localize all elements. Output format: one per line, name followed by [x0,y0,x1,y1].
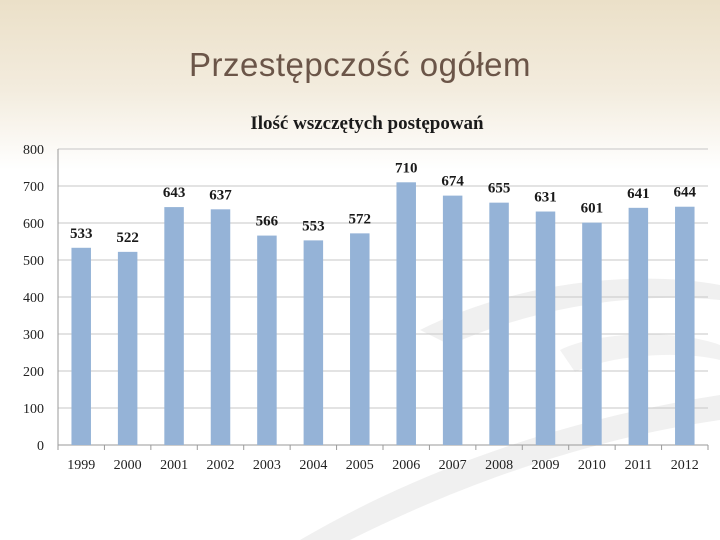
bar [489,202,509,445]
x-tick-label: 2009 [532,458,560,473]
y-tick-label: 0 [37,439,44,454]
x-tick-label: 2008 [485,458,513,473]
y-tick-label: 400 [23,291,44,306]
chart-title: Ilość wszczętych postępowań [250,113,484,134]
slide-title: Przestępczość ogółem [189,46,531,83]
data-label: 553 [302,218,325,234]
bar [582,222,602,445]
y-tick-label: 200 [23,365,44,380]
bars [71,182,695,446]
data-label: 710 [395,160,418,176]
x-tick-label: 2002 [207,458,235,473]
bar [628,207,649,445]
data-label: 631 [534,190,557,206]
y-axis-ticks: 0 100 200 300 400 500 600 700 800 [23,143,44,454]
bar [164,207,184,445]
data-label: 566 [256,214,279,230]
x-tick-label: 1999 [67,458,95,473]
y-tick-label: 100 [23,402,44,417]
data-label: 572 [349,211,372,227]
bar [675,206,695,445]
y-tick-label: 800 [23,143,44,158]
bar [535,211,556,445]
data-label: 644 [674,185,697,201]
data-label: 601 [581,201,604,217]
bar [117,251,138,445]
data-label: 655 [488,181,511,197]
data-label: 643 [163,185,186,201]
bar [71,247,91,445]
data-label: 641 [627,186,650,202]
x-tick-label: 2007 [439,458,467,473]
gridlines [57,148,709,450]
x-tick-label: 2011 [625,458,652,473]
x-tick-label: 2004 [299,458,327,473]
x-tick-label: 2006 [392,458,420,473]
data-label: 522 [116,230,139,246]
x-tick-label: 2012 [671,458,699,473]
x-tick-label: 2005 [346,458,374,473]
bar [442,195,463,445]
bar [210,209,231,445]
data-label: 533 [70,226,93,242]
x-tick-label: 2000 [114,458,142,473]
data-label: 674 [441,174,464,190]
x-tick-label: 2010 [578,458,606,473]
data-label: 637 [209,187,232,203]
y-tick-label: 500 [23,254,44,269]
y-tick-label: 700 [23,180,44,195]
data-labels: 533 522 643 637 566 553 572 710 674 655 631 601 641 6… [70,160,697,246]
x-tick-label: 2001 [160,458,188,473]
x-tick-label: 2003 [253,458,281,473]
x-axis-categories: 1999 2000 2001 2002 2003 2004 2005 2006 2007 2008… [67,458,699,473]
y-tick-label: 600 [23,217,44,232]
bar [396,182,416,446]
bar [257,235,277,445]
bar [350,233,370,445]
y-tick-label: 300 [23,328,44,343]
bar [303,240,324,445]
